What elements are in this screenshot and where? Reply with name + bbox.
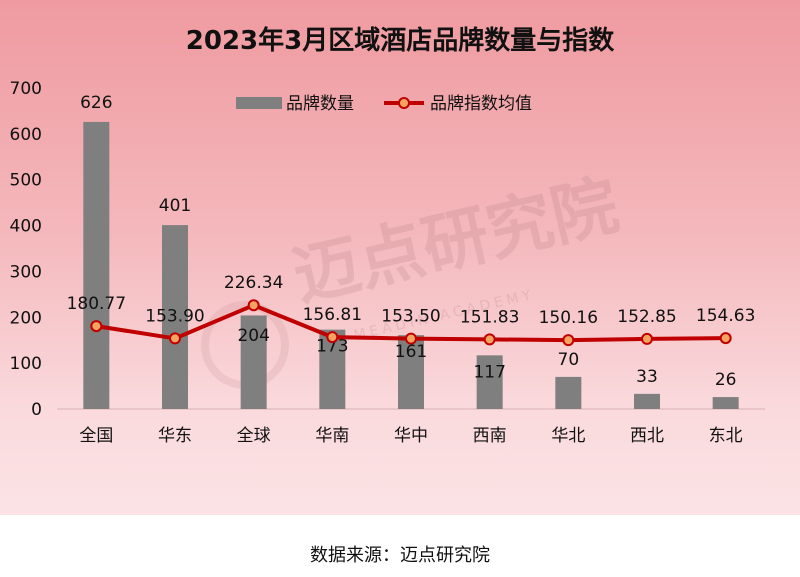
bar-华东: [162, 225, 188, 409]
y-tick-label: 300: [10, 262, 42, 282]
bar-value-label: 26: [715, 370, 737, 390]
index-point: [483, 333, 496, 346]
chart-panel: 迈点研究院 MEADIN ACADEMY 2023年3月区域酒店品牌数量与指数 0 10…: [0, 0, 800, 515]
index-value-label: 156.81: [303, 305, 362, 325]
bar-全球: [240, 315, 267, 409]
index-point: [90, 320, 103, 333]
chart-title: 2023年3月区域酒店品牌数量与指数: [186, 25, 615, 56]
bar-西南: [476, 355, 503, 409]
legend-line-label: 品牌指数均值: [430, 94, 532, 114]
bar-value-label: 204: [237, 326, 269, 346]
y-tick-label: 400: [10, 217, 42, 237]
x-tick-label: 全球: [237, 426, 271, 446]
bar-value-label: 173: [316, 337, 348, 357]
index-value-label: 226.34: [224, 273, 283, 293]
index-value-label: 153.90: [145, 306, 204, 326]
legend-bar-label: 品牌数量: [286, 94, 354, 114]
bar-value-label: 117: [473, 362, 505, 382]
x-tick-label: 全国: [79, 426, 113, 446]
index-point: [405, 332, 417, 345]
index-point: [247, 299, 260, 312]
bar-value-label: 626: [80, 93, 112, 113]
x-tick-label: 华北: [551, 426, 585, 446]
legend-bar-swatch: [236, 97, 282, 109]
x-tick-label: 西北: [630, 426, 664, 446]
y-tick-label: 100: [10, 354, 42, 374]
bar-华北: [555, 376, 582, 409]
y-tick-label: 700: [10, 79, 42, 99]
bar-全国: [83, 121, 110, 409]
index-value-label: 153.50: [381, 307, 440, 327]
x-tick-label: 华中: [394, 426, 428, 446]
bar-华中: [398, 335, 424, 409]
index-value-label: 152.85: [617, 307, 676, 327]
bar-东北: [712, 397, 739, 409]
x-tick-label: 西南: [473, 426, 507, 446]
bar-西北: [634, 393, 660, 409]
x-tick-label: 华南: [315, 426, 349, 446]
index-point: [641, 332, 653, 345]
bar-value-label: 161: [395, 342, 427, 362]
y-tick-label: 200: [10, 308, 42, 328]
index-point: [169, 332, 181, 345]
index-value-label: 151.83: [460, 307, 519, 327]
x-tick-label: 东北: [709, 426, 743, 446]
index-point: [562, 334, 575, 347]
bar-value-label: 33: [636, 367, 658, 387]
index-point: [719, 332, 732, 345]
x-tick-label: 华东: [158, 426, 192, 446]
bar-value-label: 70: [558, 350, 580, 370]
y-tick-label: 0: [31, 400, 42, 420]
index-point: [326, 331, 339, 344]
y-tick-label: 600: [10, 125, 42, 145]
watermark-text: 迈点研究院: [286, 166, 625, 315]
legend-line-marker: [398, 97, 410, 109]
bar-value-label: 401: [159, 196, 191, 216]
index-value-label: 180.77: [67, 294, 126, 314]
index-value-label: 154.63: [696, 306, 755, 326]
source-note: 数据来源：迈点研究院: [310, 545, 490, 566]
y-tick-label: 500: [10, 171, 42, 191]
index-value-label: 150.16: [539, 308, 598, 328]
